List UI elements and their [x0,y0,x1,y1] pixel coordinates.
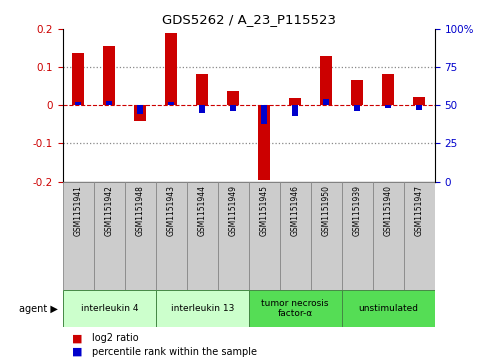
Text: GSM1151946: GSM1151946 [291,185,300,236]
Text: GSM1151949: GSM1151949 [229,185,238,236]
Bar [156,182,187,290]
Bar [106,101,112,105]
Text: percentile rank within the sample: percentile rank within the sample [92,347,257,357]
Bar [373,182,404,290]
Text: GSM1151940: GSM1151940 [384,185,393,236]
Bar [187,182,218,290]
Text: GSM1151945: GSM1151945 [260,185,269,236]
Bar [351,81,363,105]
Bar [125,182,156,290]
Text: interleukin 4: interleukin 4 [81,304,138,313]
Text: GSM1151947: GSM1151947 [415,185,424,236]
Text: GSM1151948: GSM1151948 [136,185,145,236]
Text: agent ▶: agent ▶ [19,304,58,314]
Text: ■: ■ [72,333,83,343]
Bar [63,182,94,290]
Bar [355,105,360,111]
Text: GSM1151943: GSM1151943 [167,185,176,236]
Bar [261,105,267,123]
Bar [218,182,249,290]
Text: GSM1151944: GSM1151944 [198,185,207,236]
Bar [324,99,329,105]
Bar [63,290,156,327]
Bar [311,182,342,290]
Bar [94,182,125,290]
Title: GDS5262 / A_23_P115523: GDS5262 / A_23_P115523 [162,13,336,26]
Text: GSM1151942: GSM1151942 [105,185,114,236]
Bar [385,105,391,108]
Bar [249,290,342,327]
Bar [72,53,85,105]
Bar [165,33,177,105]
Bar [227,91,240,105]
Bar [289,98,301,105]
Bar [103,46,115,105]
Text: GSM1151950: GSM1151950 [322,185,331,236]
Bar [320,56,332,105]
Bar [404,182,435,290]
Bar [280,182,311,290]
Bar [249,182,280,290]
Bar [156,290,249,327]
Bar [342,182,373,290]
Text: ■: ■ [72,347,83,357]
Text: GSM1151939: GSM1151939 [353,185,362,236]
Bar [199,105,205,113]
Bar [292,105,298,116]
Bar [134,105,146,121]
Bar [75,102,81,105]
Bar [196,74,209,105]
Bar [413,97,426,105]
Bar [382,74,395,105]
Bar [138,105,143,114]
Bar [230,105,236,111]
Text: tumor necrosis
factor-α: tumor necrosis factor-α [261,299,329,318]
Text: unstimulated: unstimulated [358,304,418,313]
Text: log2 ratio: log2 ratio [92,333,139,343]
Bar [342,290,435,327]
Bar [169,102,174,105]
Text: interleukin 13: interleukin 13 [170,304,234,313]
Bar [258,105,270,180]
Bar [416,105,422,110]
Text: GSM1151941: GSM1151941 [74,185,83,236]
